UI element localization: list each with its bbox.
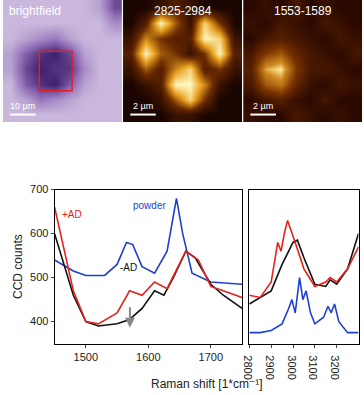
svg-text:1553-1589: 1553-1589 bbox=[274, 4, 332, 18]
svg-text:2 µm: 2 µm bbox=[133, 101, 153, 111]
svg-text:700: 700 bbox=[30, 183, 48, 195]
svg-text:3100: 3100 bbox=[307, 355, 319, 379]
svg-text:600: 600 bbox=[30, 227, 48, 239]
svg-text:10 µm: 10 µm bbox=[10, 101, 35, 111]
svg-text:1700: 1700 bbox=[199, 351, 223, 363]
svg-text:2825-2984: 2825-2984 bbox=[154, 4, 212, 18]
svg-text:1500: 1500 bbox=[74, 351, 98, 363]
svg-text:3200: 3200 bbox=[329, 355, 341, 379]
svg-text:1600: 1600 bbox=[136, 351, 160, 363]
svg-text:2 µm: 2 µm bbox=[253, 101, 273, 111]
svg-text:CCD counts: CCD counts bbox=[11, 234, 25, 299]
svg-text:400: 400 bbox=[30, 315, 48, 327]
svg-text:500: 500 bbox=[30, 271, 48, 283]
svg-text:-AD: -AD bbox=[120, 262, 137, 273]
svg-text:brightfield: brightfield bbox=[9, 4, 61, 18]
svg-text:3000: 3000 bbox=[286, 355, 298, 379]
svg-text:powder: powder bbox=[133, 200, 166, 211]
svg-text:Raman shift [1*cm⁻¹]: Raman shift [1*cm⁻¹] bbox=[151, 377, 263, 391]
svg-text:+AD: +AD bbox=[62, 209, 82, 220]
svg-text:2800: 2800 bbox=[242, 355, 254, 379]
svg-text:2900: 2900 bbox=[264, 355, 276, 379]
